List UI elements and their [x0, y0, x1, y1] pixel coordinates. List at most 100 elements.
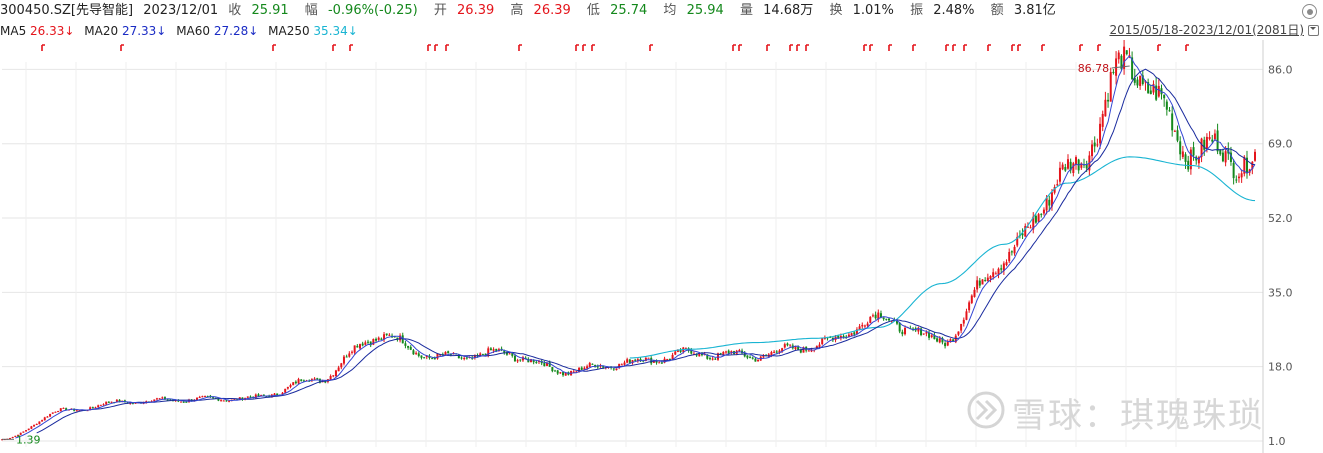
- candle-body: [997, 268, 1000, 275]
- candle-body: [297, 379, 300, 384]
- candle-body: [241, 397, 244, 400]
- candle-body: [409, 346, 412, 350]
- candle-body: [57, 411, 60, 413]
- avg-value: 25.94: [686, 3, 724, 18]
- candle-body: [423, 357, 426, 359]
- candle-body: [1232, 162, 1235, 179]
- event-flag: [518, 44, 522, 51]
- candle-body: [99, 404, 102, 406]
- candle-body: [928, 332, 931, 338]
- candle-body: [1131, 57, 1134, 80]
- candlesticks: [1, 40, 1256, 441]
- ma250-line: [629, 156, 1256, 359]
- date-range-text[interactable]: 2015/05/18-2023/12/01(2081日): [1109, 23, 1304, 37]
- candle-body: [118, 399, 121, 403]
- candle-body: [535, 361, 538, 363]
- candle-body: [992, 272, 995, 277]
- amplitude-value: -0.96%(-0.25): [327, 3, 418, 18]
- candle-body: [289, 385, 292, 387]
- candle-body: [674, 351, 677, 355]
- candle-body: [367, 341, 370, 343]
- candle-body: [415, 352, 418, 354]
- candle-body: [882, 317, 885, 320]
- candle-body: [578, 367, 581, 372]
- candle-body: [102, 404, 105, 406]
- candle-body: [417, 353, 420, 356]
- candle-body: [161, 397, 164, 399]
- candle-body: [131, 402, 134, 404]
- candle-body: [823, 338, 826, 340]
- candle-body: [986, 277, 989, 281]
- candle-body: [1056, 184, 1059, 186]
- candle-body: [196, 397, 199, 400]
- candle-body: [487, 348, 490, 356]
- candle-body: [399, 335, 402, 341]
- candle-body: [615, 368, 618, 371]
- candle-body: [1213, 133, 1216, 140]
- candle-body: [1024, 226, 1027, 237]
- candle-body: [91, 407, 94, 409]
- candle-body: [887, 318, 890, 321]
- y-tick-label: 86.0: [1268, 63, 1293, 76]
- candle-body: [78, 410, 81, 412]
- candle-body: [821, 338, 824, 345]
- candle-body: [388, 334, 391, 336]
- event-flag: [427, 44, 431, 51]
- candle-body: [781, 348, 784, 352]
- candle-body: [1125, 50, 1128, 55]
- candle-body: [262, 394, 265, 396]
- candle-body: [751, 357, 754, 359]
- candle-body: [727, 350, 730, 354]
- candle-body: [1123, 46, 1126, 69]
- candle-body: [449, 353, 452, 356]
- candle-body: [1221, 152, 1224, 162]
- amount-field: 额 3.81亿: [990, 3, 1056, 18]
- date-range-selector[interactable]: 2015/05/18-2023/12/01(2081日): [1109, 22, 1319, 39]
- candle-body: [1163, 94, 1166, 99]
- candle-body: [1165, 101, 1168, 110]
- avg-field: 均 25.94: [663, 3, 724, 18]
- candle-body: [1002, 263, 1005, 271]
- candle-body: [1000, 268, 1003, 270]
- candle-body: [658, 362, 661, 364]
- candle-body: [797, 346, 800, 350]
- candle-body: [110, 401, 113, 403]
- candle-body: [465, 357, 468, 359]
- candle-body: [1053, 187, 1056, 193]
- candle-body: [447, 351, 450, 354]
- candle-body: [644, 357, 647, 362]
- candle-body: [204, 396, 207, 398]
- candle-body: [898, 322, 901, 332]
- candle-body: [1254, 151, 1256, 161]
- candle-body: [97, 405, 100, 408]
- range-toggle-icon[interactable]: [1308, 25, 1319, 36]
- event-flag: [649, 44, 653, 51]
- candle-body: [1157, 86, 1160, 97]
- candle-body: [855, 329, 858, 334]
- event-flag: [738, 44, 742, 51]
- candle-body: [596, 366, 599, 368]
- max-price-label: 86.78: [1078, 62, 1110, 75]
- volume-field: 量 14.68万: [739, 3, 814, 18]
- ma250-legend: MA250 35.34↓: [268, 24, 358, 38]
- candle-body: [866, 323, 869, 326]
- candle-body: [182, 401, 185, 403]
- candle-body: [690, 349, 693, 354]
- candle-body: [671, 354, 674, 360]
- candle-body: [981, 279, 984, 285]
- candle-body: [1216, 130, 1219, 152]
- candle-body: [783, 344, 786, 348]
- candle-body: [743, 353, 746, 357]
- candle-body: [871, 315, 874, 317]
- event-flag: [1041, 44, 1045, 51]
- candle-body: [292, 382, 295, 386]
- candle-body: [861, 324, 864, 327]
- candle-body: [1200, 138, 1203, 157]
- candle-body: [217, 398, 220, 401]
- event-flag: [272, 44, 276, 51]
- candle-body: [1133, 77, 1136, 83]
- settings-gear-icon[interactable]: [1302, 4, 1317, 19]
- candle-body: [543, 362, 546, 367]
- kline-chart[interactable]: 86.0 69.0 52.0 35.0 18.0 1.0 86.78 1.39: [0, 40, 1323, 453]
- candle-body: [75, 410, 78, 412]
